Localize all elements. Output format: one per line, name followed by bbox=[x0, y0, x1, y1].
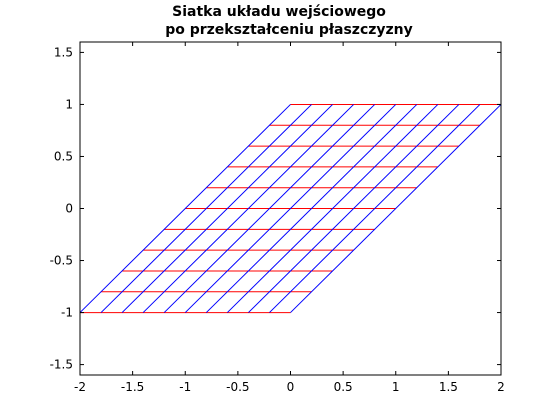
y-tick-label: 1 bbox=[65, 97, 73, 111]
plot-area bbox=[79, 103, 502, 314]
x-tick-label: 2 bbox=[497, 380, 505, 394]
vertical-grid-line bbox=[163, 104, 376, 313]
x-axis: -2 -1.5 -1 -0.5 0 0.5 1 1.5 2 bbox=[74, 42, 505, 394]
vertical-grid-line bbox=[205, 104, 418, 313]
vertical-grid-line bbox=[248, 104, 460, 313]
y-tick-label: 0 bbox=[65, 202, 73, 216]
vertical-grid-line bbox=[142, 104, 355, 313]
vertical-grid-line bbox=[121, 104, 333, 313]
vertical-grid-line bbox=[290, 104, 502, 313]
vertical-grid-line bbox=[226, 104, 439, 313]
vertical-grid-line bbox=[79, 104, 291, 313]
x-tick-label: -1.5 bbox=[121, 380, 144, 394]
y-axis: -1.5 -1 -0.5 0 0.5 1 1.5 bbox=[50, 45, 501, 372]
x-tick-label: 0 bbox=[287, 380, 295, 394]
vertical-grid-line bbox=[269, 104, 481, 313]
y-tick-label: -0.5 bbox=[50, 254, 73, 268]
y-tick-label: 1.5 bbox=[54, 45, 73, 59]
y-tick-label: 0.5 bbox=[54, 149, 73, 163]
x-tick-label: 1 bbox=[392, 380, 400, 394]
series-vertical-lines bbox=[79, 104, 502, 313]
x-tick-label: -2 bbox=[74, 380, 86, 394]
chart-title-line-1: Siatka układu wejściowego bbox=[172, 4, 386, 20]
y-tick-label: -1.5 bbox=[50, 358, 73, 372]
x-tick-label: -0.5 bbox=[226, 380, 249, 394]
x-tick-label: -1 bbox=[179, 380, 191, 394]
x-tick-label: 0.5 bbox=[334, 380, 353, 394]
vertical-grid-line bbox=[100, 104, 312, 313]
vertical-grid-line bbox=[184, 104, 397, 313]
chart-title-line-2: po przekształceniu płaszczyzny bbox=[165, 22, 413, 38]
y-tick-label: -1 bbox=[61, 306, 73, 320]
x-tick-label: 1.5 bbox=[439, 380, 458, 394]
